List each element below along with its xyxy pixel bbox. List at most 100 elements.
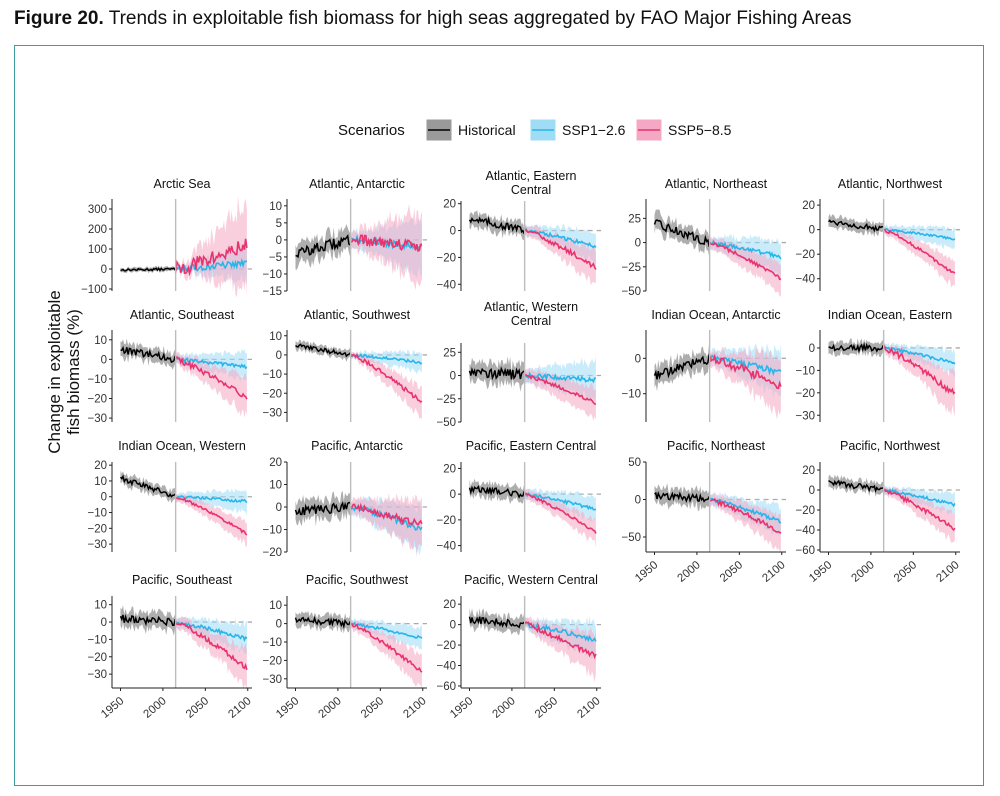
x-tick-label: 1950 (99, 695, 126, 721)
ssp126-line (883, 488, 956, 508)
y-axis-title-line: Change in exploitable (45, 290, 64, 454)
y-tick-label: 10 (269, 331, 282, 343)
y-tick-label: 10 (269, 201, 282, 213)
figure-title-text: Trends in exploitable fish biomass for h… (108, 8, 852, 29)
y-tick-label: −20 (436, 252, 456, 264)
x-tick-label: 2000 (491, 695, 518, 721)
y-tick-label: 0 (450, 489, 456, 501)
y-tick-label: −20 (87, 523, 107, 535)
panel-atlantic-southeast: Atlantic, Southeast −30 −20 −10 0 10 (87, 308, 252, 425)
historical-line (295, 343, 351, 358)
y-tick-label: −30 (795, 410, 815, 422)
y-tick-label: −20 (262, 655, 282, 667)
x-tick-label: 1950 (274, 695, 301, 721)
x-tick-label: 2100 (760, 559, 787, 585)
historical-band (469, 356, 525, 392)
ssp585-line (350, 622, 423, 673)
y-tick-label: 10 (94, 600, 107, 612)
ssp126-line (175, 357, 248, 370)
figure-label: Figure 20. (14, 8, 104, 29)
ssp585-line (883, 488, 956, 532)
ssp126-line (523, 371, 596, 384)
y-tick-label: −10 (262, 637, 282, 649)
ssp585-line (349, 502, 423, 526)
panel-title-line: Atlantic, Eastern (485, 169, 576, 183)
y-tick-label: 0 (276, 235, 282, 247)
panel-title: Atlantic, Northeast (665, 177, 768, 191)
y-tick-label: 10 (269, 480, 282, 492)
y-tick-label: −50 (621, 286, 641, 298)
ssp126-line (708, 239, 782, 260)
y-tick-label: 0 (635, 238, 641, 250)
x-tick-label: 2100 (934, 559, 961, 585)
historical-band (828, 474, 884, 497)
x-tick-label: 2100 (401, 695, 428, 721)
y-tick-label: −5 (269, 252, 282, 264)
y-tick-label: 200 (88, 224, 107, 236)
y-tick-label: −40 (436, 661, 456, 673)
ssp126-line (175, 620, 248, 643)
x-tick-label: 1950 (807, 559, 834, 585)
x-tick-label: 2050 (533, 695, 560, 721)
ssp126-line (350, 621, 423, 639)
historical-line (653, 219, 710, 247)
historical-line (468, 216, 525, 235)
historical-line (119, 613, 176, 627)
ssp585-line (174, 238, 248, 277)
x-tick-label: 1950 (448, 695, 475, 721)
ssp126-line (524, 621, 597, 643)
panel-title: Pacific, Southeast (132, 573, 233, 587)
y-tick-label: −20 (436, 640, 456, 652)
ssp585-line (708, 353, 782, 389)
y-tick-label: −20 (262, 547, 282, 559)
y-tick-label: 0 (450, 620, 456, 632)
y-tick-label: −20 (87, 394, 107, 406)
y-tick-label: −30 (87, 413, 107, 425)
panel-pacific-antarctic: Pacific, Antarctic −20 −10 0 10 20 (262, 439, 427, 559)
ssp126-line (883, 227, 956, 241)
y-tick-label: 50 (628, 457, 641, 469)
historical-band (828, 338, 884, 358)
ssp585-band (883, 485, 955, 543)
y-tick-label: 0 (635, 495, 641, 507)
historical-band (828, 213, 884, 238)
y-tick-label: −40 (795, 525, 815, 537)
y-tick-label: −50 (436, 417, 456, 429)
y-tick-label: −20 (87, 652, 107, 664)
y-tick-label: 100 (88, 244, 107, 256)
legend-label-historical: Historical (458, 122, 516, 138)
historical-line (654, 491, 710, 504)
panel-title: Indian Ocean, Eastern (828, 308, 952, 322)
x-tick-label: 2000 (317, 695, 344, 721)
historical-line (828, 479, 884, 494)
ssp585-line (174, 355, 248, 400)
y-tick-label: −10 (795, 365, 815, 377)
panel-title-line: Central (511, 183, 551, 197)
historical-line (295, 233, 351, 259)
ssp585-line (523, 621, 597, 660)
y-tick-label: −30 (262, 674, 282, 686)
y-tick-label: −60 (795, 545, 815, 557)
ssp126-line (523, 227, 597, 249)
legend-title: Scenarios (338, 122, 405, 139)
legend-label-ssp585: SSP5−8.5 (668, 122, 732, 138)
panel-title: Indian Ocean, Antarctic (651, 308, 780, 322)
ssp585-line (349, 353, 423, 403)
y-tick-label: 10 (269, 600, 282, 612)
y-tick-label: 20 (269, 457, 282, 469)
panel-indian-ocean-eastern: Indian Ocean, Eastern −30 −20 −10 0 (795, 308, 960, 422)
y-axis-title-line: fish biomass (%) (64, 309, 83, 435)
y-tick-label: −20 (436, 515, 456, 527)
y-tick-label: 20 (443, 599, 456, 611)
y-tick-label: 25 (443, 347, 456, 359)
x-tick-label: 2050 (359, 695, 386, 721)
y-tick-label: 0 (809, 225, 815, 237)
historical-band (469, 210, 525, 241)
y-tick-label: −10 (87, 508, 107, 520)
panel-title: Pacific, Antarctic (311, 439, 403, 453)
y-tick-label: 0 (450, 371, 456, 383)
y-tick-label: 0 (450, 226, 456, 238)
y-tick-label: 0 (276, 350, 282, 362)
x-tick-label: 2050 (718, 559, 745, 585)
